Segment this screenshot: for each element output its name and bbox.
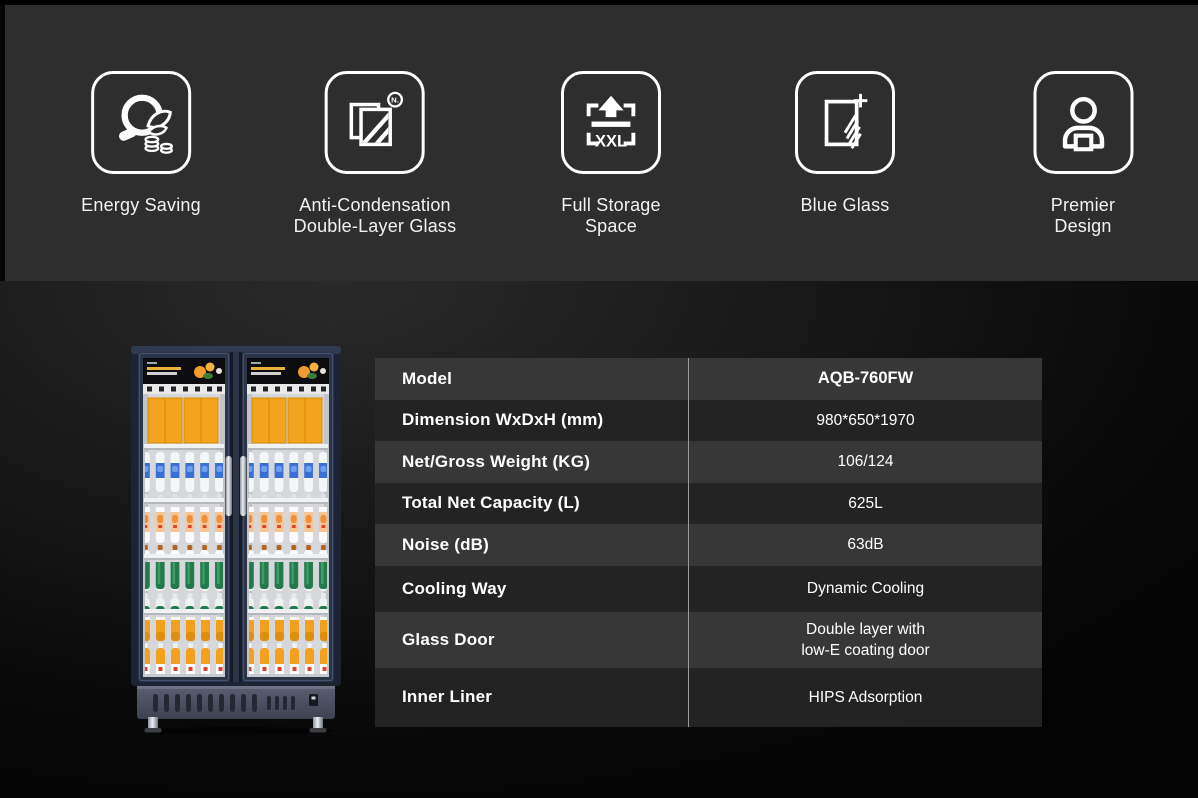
feature-label: Blue Glass (800, 195, 890, 215)
xxl-storage-icon: XXL (561, 71, 661, 174)
energy-saving-icon (90, 71, 191, 174)
spec-label: Dimension WxDxH (mm) (375, 399, 689, 441)
fridge-base (137, 686, 335, 719)
spec-value: 106/124 (837, 453, 894, 471)
spec-value: HIPS Adsorption (808, 688, 923, 706)
left-edge-strip (0, 5, 5, 281)
table-row-weight: Net/Gross Weight (KG) 106/124 (375, 441, 1042, 483)
fridge-left-door (138, 352, 230, 682)
spec-value: Double layer with low-E coating door (801, 620, 930, 659)
spec-label: Cooling Way (375, 565, 689, 612)
person-icon (1033, 71, 1133, 174)
feature-anti-condensation: N. Anti-Condensation Double-Layer Glass (294, 71, 457, 237)
fridge-right-door (242, 352, 334, 682)
spec-value: 625L (848, 494, 883, 512)
feature-label: Energy Saving (81, 195, 201, 215)
spec-label: Net/Gross Weight (KG) (375, 441, 689, 483)
features-section: Energy Saving N. Anti-Condensation Doubl… (0, 5, 1198, 281)
spec-label: Noise (dB) (375, 524, 689, 566)
blue-glass-icon (795, 71, 895, 174)
top-black-bar (0, 0, 1198, 5)
table-row-glass-door: Glass Door Double layer with low-E coati… (375, 611, 1042, 668)
spec-label: Total Net Capacity (L) (375, 482, 689, 524)
table-row-dimension: Dimension WxDxH (mm) 980*650*1970 (375, 399, 1042, 441)
product-image-fridge (127, 344, 347, 736)
table-row-capacity: Total Net Capacity (L) 625L (375, 482, 1042, 524)
table-row-model: Model AQB-760FW (375, 358, 1042, 400)
fridge-door-handle (225, 456, 232, 516)
spec-label: Inner Liner (375, 667, 689, 727)
double-layer-glass-icon: N. (325, 71, 425, 174)
spec-label: Glass Door (375, 611, 689, 668)
feature-blue-glass: Blue Glass (795, 71, 895, 216)
feature-energy-saving: Energy Saving (81, 71, 201, 216)
n-badge-text: N. (392, 95, 400, 104)
spec-table: Model AQB-760FW Dimension WxDxH (mm) 980… (375, 358, 1042, 727)
spec-section: Model AQB-760FW Dimension WxDxH (mm) 980… (0, 281, 1198, 798)
spec-value: 980*650*1970 (816, 411, 915, 429)
feature-label: Full Storage Space (561, 195, 661, 236)
table-row-noise: Noise (dB) 63dB (375, 524, 1042, 566)
feature-label: Anti-Condensation Double-Layer Glass (293, 195, 457, 236)
fridge-feet (144, 717, 327, 733)
table-row-cooling: Cooling Way Dynamic Cooling (375, 565, 1042, 612)
spec-value: AQB-760FW (817, 369, 914, 388)
feature-full-storage: XXL Full Storage Space (561, 71, 661, 237)
feature-premier-design: Premier Design (1026, 71, 1141, 237)
spec-value: 63dB (847, 536, 884, 554)
fridge-door-handle (240, 456, 247, 516)
spec-label: Model (375, 358, 689, 400)
xxl-text: XXL (595, 131, 627, 150)
spec-value: Dynamic Cooling (806, 580, 925, 597)
feature-label: Premier Design (1050, 195, 1116, 236)
table-row-inner-liner: Inner Liner HIPS Adsorption (375, 667, 1042, 727)
